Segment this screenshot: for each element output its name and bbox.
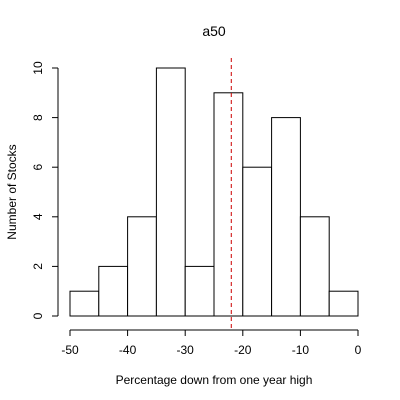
x-tick-label: -30 — [177, 343, 195, 357]
y-tick-label: 0 — [31, 312, 45, 319]
x-tick-label: -20 — [234, 343, 252, 357]
x-tick-label: -40 — [119, 343, 137, 357]
y-tick-label: 8 — [31, 114, 45, 121]
histogram-bar-7 — [242, 166, 273, 317]
y-tick-label: 10 — [31, 61, 45, 75]
histogram-bar-4 — [155, 67, 186, 317]
histogram-bar-8 — [271, 117, 301, 317]
histogram-bar-5 — [184, 265, 215, 317]
y-tick-label: 4 — [31, 213, 45, 220]
histogram-bar-3 — [127, 216, 157, 317]
histogram-bar-10 — [328, 290, 359, 317]
x-tick-label: 0 — [355, 343, 362, 357]
y-tick-label: 6 — [31, 164, 45, 171]
y-axis-label: Number of Stocks — [5, 144, 19, 239]
y-tick-label: 2 — [31, 263, 45, 270]
x-axis-label: Percentage down from one year high — [116, 373, 313, 387]
y-axis: 0 2 4 6 8 10 — [31, 61, 59, 319]
histogram-bar-9 — [299, 216, 330, 317]
chart-title: a50 — [202, 23, 226, 39]
bars-group — [69, 67, 359, 317]
x-tick-label: -10 — [292, 343, 310, 357]
histogram-bar-6 — [213, 92, 244, 317]
x-tick-label: -50 — [61, 343, 79, 357]
histogram-bar-1 — [69, 290, 100, 317]
x-axis: -50 -40 -30 -20 -10 0 — [61, 329, 362, 357]
histogram-bar-2 — [98, 265, 129, 317]
